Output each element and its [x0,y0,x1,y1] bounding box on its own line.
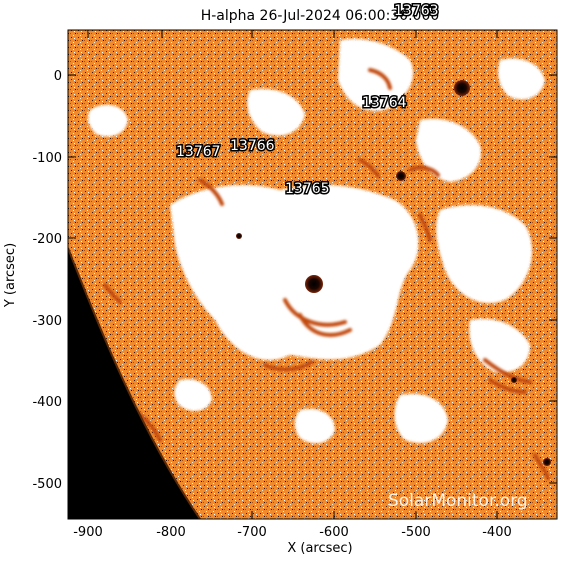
sunspots [236,80,551,466]
off-limb-sky [68,248,200,519]
region-label-13766: 13766 [230,138,275,154]
x-axis [87,30,498,519]
sunspot-small-4 [511,377,517,383]
limb-edge [68,247,201,519]
sunspot-upper-right [454,80,470,96]
x-tick-label: -900 [73,525,103,540]
region-label-13763-top: 13763 [394,3,439,19]
y-tick-label: -200 [32,232,62,247]
plage-regions [88,38,545,444]
y-tick-label: 0 [54,69,62,84]
plot-title: H-alpha 26-Jul-2024 06:00:30.000 [201,8,440,24]
y-tick-label: -300 [32,314,62,329]
region-label-13765: 13765 [285,181,330,197]
x-tick-label: -500 [401,525,431,540]
y-axis [68,74,557,484]
x-tick-label: -800 [156,525,186,540]
y-axis-title: Y (arcsec) [3,243,18,308]
y-tick-label: -400 [32,395,62,410]
solar-disk-image: 13763 13764 13766 13767 13765 SolarMonit… [68,30,557,519]
x-axis-title: X (arcsec) [287,541,352,556]
y-tick-label: -100 [32,151,62,166]
x-tick-label: -400 [482,525,512,540]
sunspot-small-2 [236,233,242,239]
plot-frame [67,29,558,520]
region-label-13767: 13767 [176,144,221,160]
sunspot-main [305,275,323,293]
y-tick-label: -500 [32,477,62,492]
region-label-13764: 13764 [362,95,407,111]
x-tick-label: -600 [319,525,349,540]
sunspot-small-3 [543,458,551,466]
x-tick-label: -700 [237,525,267,540]
watermark-text: SolarMonitor.org [388,491,528,511]
sunspot-small-1 [396,171,406,181]
